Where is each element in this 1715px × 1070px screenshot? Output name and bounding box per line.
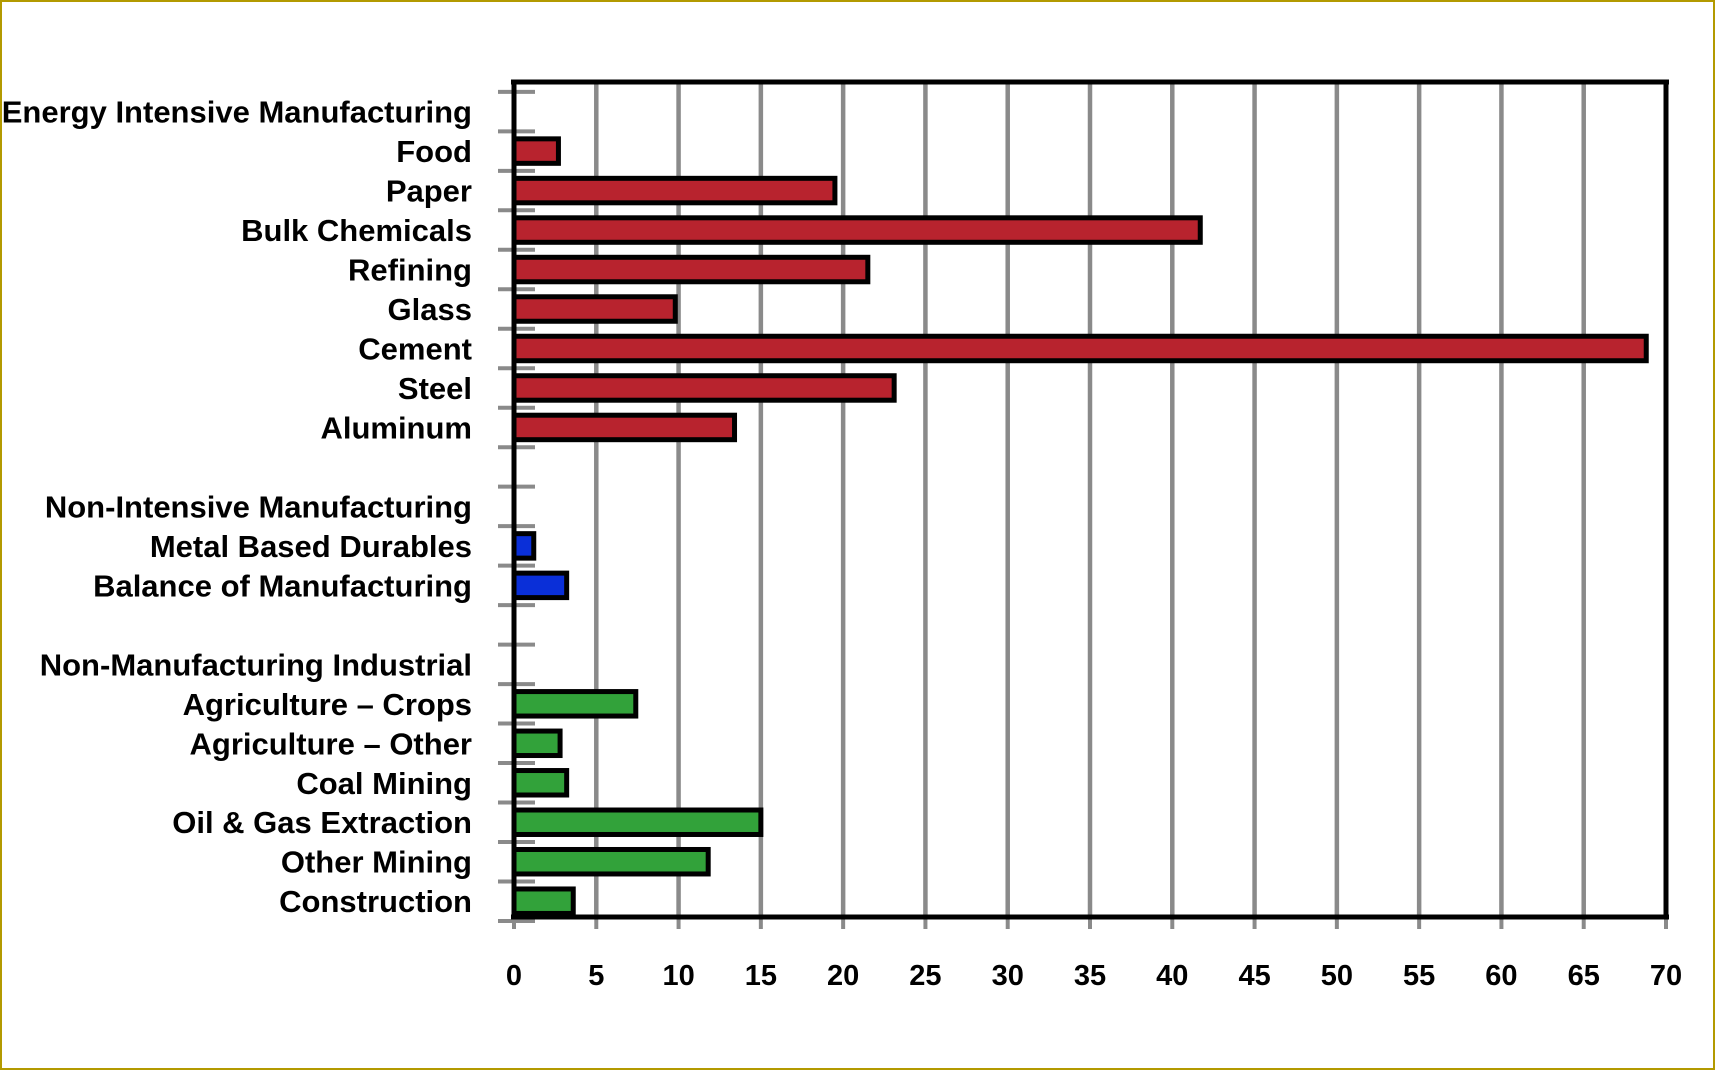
- x-tick-label: 45: [1238, 960, 1270, 992]
- x-tick-label: 50: [1321, 960, 1353, 992]
- grid-lines: [594, 82, 1586, 917]
- x-tick-label: 30: [992, 960, 1024, 992]
- group-header-energy-intensive-manufacturing: Energy Intensive Manufacturing: [2, 95, 472, 130]
- x-tick-label: 20: [827, 960, 859, 992]
- x-tick-label: 35: [1074, 960, 1106, 992]
- bar-oil-gas-extraction: [511, 807, 764, 837]
- category-label-other-mining: Other Mining: [281, 845, 472, 880]
- category-label-bulk-chemicals: Bulk Chemicals: [241, 213, 472, 248]
- category-labels: Energy Intensive Manufacturing Food Paper B…: [2, 95, 472, 920]
- bar-other-mining: [511, 846, 711, 877]
- category-label-oil-gas-extraction: Oil & Gas Extraction: [172, 805, 472, 840]
- bar-steel: [511, 373, 897, 403]
- x-tick-label: 5: [588, 960, 604, 992]
- category-label-steel: Steel: [398, 371, 472, 406]
- x-tick-label: 60: [1485, 960, 1517, 992]
- category-label-paper: Paper: [386, 174, 472, 209]
- axes: [498, 79, 1669, 929]
- bar-bulk-chemicals: [511, 215, 1203, 245]
- bar-agriculture-crops: [511, 689, 639, 719]
- bar-metal-based-durables: [511, 531, 537, 561]
- category-label-metal-based-durables: Metal Based Durables: [150, 529, 472, 564]
- bar-food: [511, 136, 561, 166]
- x-tick-labels: 0 5 10 15 20 25 30 35 40 45 50 55 60 65 70: [506, 960, 1682, 992]
- bar-cement: [511, 333, 1649, 364]
- bar-paper: [511, 175, 838, 206]
- category-label-agriculture-crops: Agriculture – Crops: [183, 687, 472, 722]
- x-tick-label: 15: [745, 960, 777, 992]
- category-label-glass: Glass: [388, 292, 472, 327]
- group-header-non-manufacturing-industrial: Non-Manufacturing Industrial: [40, 647, 472, 682]
- x-tick-label: 0: [506, 960, 522, 992]
- category-label-balance-of-manufacturing: Balance of Manufacturing: [93, 568, 472, 603]
- x-tick-label: 70: [1650, 960, 1682, 992]
- bar-construction: [511, 886, 576, 916]
- x-tick-label: 40: [1156, 960, 1188, 992]
- x-tick-label: 65: [1568, 960, 1600, 992]
- bar-refining: [511, 254, 871, 285]
- category-label-refining: Refining: [348, 253, 472, 288]
- bar-balance-of-manufacturing: [511, 570, 570, 601]
- bar-glass: [511, 294, 678, 324]
- x-tick-label: 25: [909, 960, 941, 992]
- category-label-coal-mining: Coal Mining: [296, 766, 472, 801]
- category-label-aluminum: Aluminum: [320, 410, 472, 445]
- category-label-agriculture-other: Agriculture – Other: [190, 726, 473, 761]
- bar-agriculture-other: [511, 728, 563, 759]
- category-label-food: Food: [396, 134, 472, 169]
- bar-aluminum: [511, 412, 738, 443]
- category-label-cement: Cement: [358, 331, 472, 366]
- category-label-construction: Construction: [279, 884, 472, 919]
- group-header-non-intensive-manufacturing: Non-Intensive Manufacturing: [45, 489, 472, 524]
- x-tick-label: 10: [662, 960, 694, 992]
- x-tick-label: 55: [1403, 960, 1435, 992]
- bar-coal-mining: [511, 768, 570, 798]
- bars: [511, 136, 1649, 916]
